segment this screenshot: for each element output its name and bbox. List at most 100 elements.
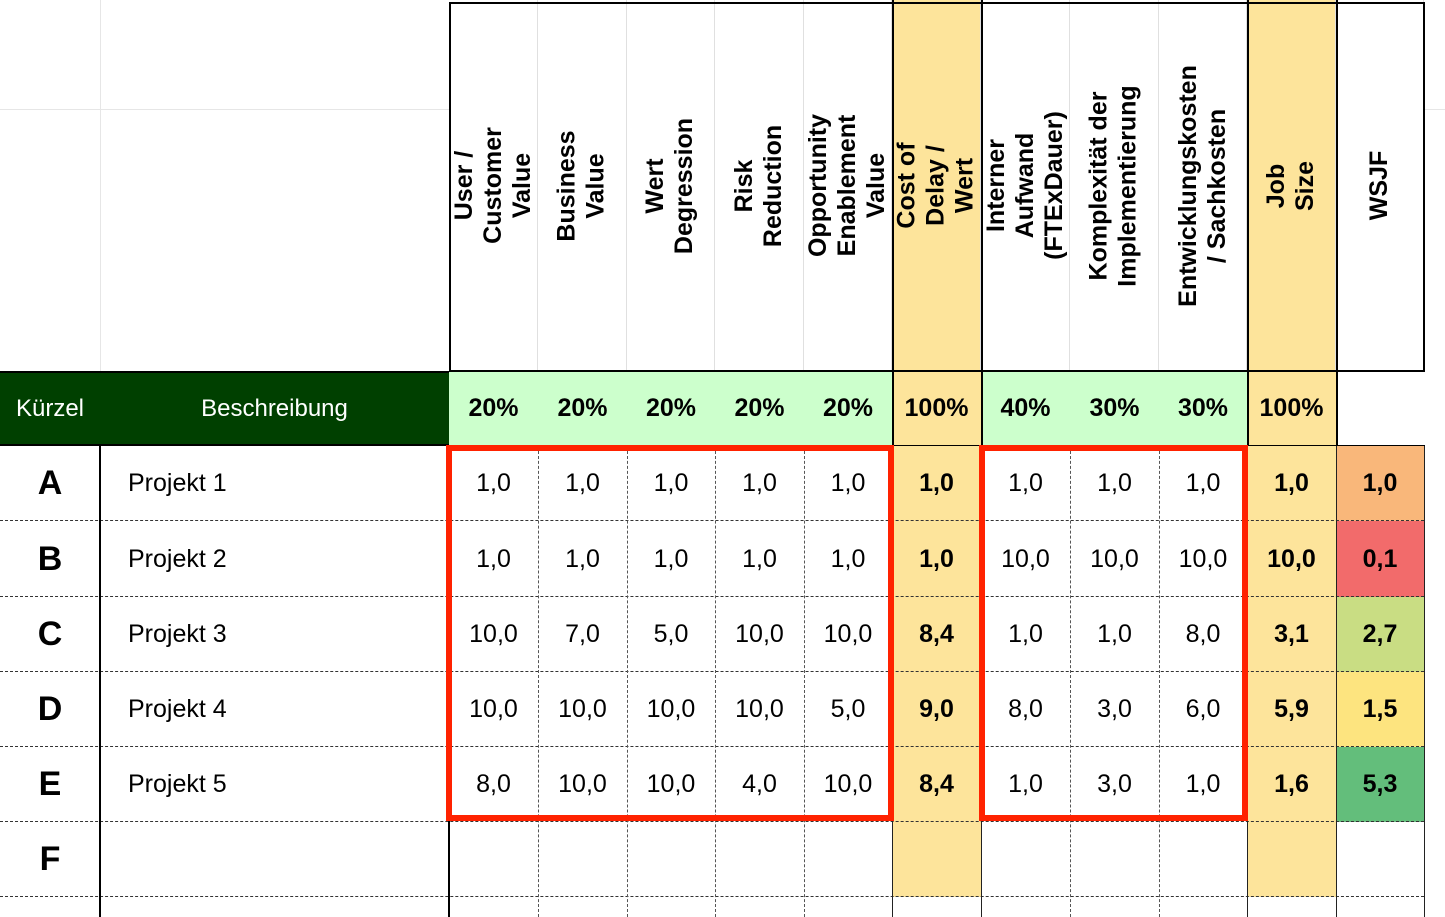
column-header[interactable]: User / Customer Value: [449, 0, 538, 371]
value-cell[interactable]: 1,6: [1247, 747, 1336, 822]
row-kuerzel[interactable]: A: [37, 464, 63, 502]
value-cell[interactable]: 1,0: [804, 521, 892, 597]
value-cell[interactable]: 8,4: [892, 597, 981, 672]
value-cell[interactable]: 4,0: [715, 747, 804, 822]
value-cell[interactable]: 1,0: [981, 446, 1070, 521]
value-cell[interactable]: 1,0: [538, 521, 627, 597]
value-cell[interactable]: 1,0: [449, 521, 538, 597]
value-cell[interactable]: 10,0: [538, 672, 627, 747]
value-cell[interactable]: 1,0: [1336, 446, 1424, 521]
value-cell[interactable]: 10,0: [715, 597, 804, 672]
value-cell[interactable]: 10,0: [804, 747, 892, 822]
weight-cell[interactable]: 20%: [804, 371, 892, 446]
value-cell[interactable]: 5,9: [1247, 672, 1336, 747]
value-cell[interactable]: 1,0: [1070, 597, 1159, 672]
column-header[interactable]: Komplexität der Implementierung: [1070, 0, 1159, 371]
row-beschreibung[interactable]: Projekt 3: [128, 620, 227, 648]
value-cell[interactable]: 1,0: [804, 446, 892, 521]
value-cell[interactable]: 1,0: [892, 446, 981, 521]
row-beschreibung[interactable]: [128, 822, 448, 897]
value-cell[interactable]: 1,0: [1159, 446, 1247, 521]
column-header[interactable]: Interner Aufwand (FTExDauer): [981, 0, 1070, 371]
value-cell[interactable]: 9,0: [892, 672, 981, 747]
value-cell[interactable]: 10,0: [1159, 521, 1247, 597]
value-cell[interactable]: 3,1: [1247, 597, 1336, 672]
value-cell[interactable]: 10,0: [804, 597, 892, 672]
value-cell[interactable]: 10,0: [715, 672, 804, 747]
row-kuerzel[interactable]: E: [38, 765, 62, 803]
value-cell[interactable]: 1,0: [715, 521, 804, 597]
value-cell[interactable]: [449, 822, 538, 897]
weight-cell[interactable]: 100%: [1247, 371, 1336, 446]
value-cell[interactable]: 10,0: [1247, 521, 1336, 597]
value-cell[interactable]: 10,0: [627, 672, 715, 747]
value-cell[interactable]: 8,0: [1159, 597, 1247, 672]
value-cell[interactable]: 7,0: [538, 597, 627, 672]
value-cell[interactable]: [981, 822, 1070, 897]
value-cell[interactable]: 10,0: [627, 747, 715, 822]
value-cell[interactable]: 3,0: [1070, 672, 1159, 747]
row-kuerzel[interactable]: F: [39, 840, 61, 878]
value-cell[interactable]: 1,0: [627, 446, 715, 521]
kuerzel-header[interactable]: Kürzel: [15, 394, 85, 422]
value-cell[interactable]: 6,0: [1159, 672, 1247, 747]
value-cell[interactable]: 2,7: [1336, 597, 1424, 672]
value-cell[interactable]: 1,0: [538, 446, 627, 521]
column-header[interactable]: Wert Degression: [627, 0, 715, 371]
column-header[interactable]: WSJF: [1336, 0, 1424, 371]
value-cell[interactable]: 1,0: [1159, 747, 1247, 822]
value-cell[interactable]: 1,5: [1336, 672, 1424, 747]
row-beschreibung[interactable]: Projekt 5: [128, 770, 227, 798]
value-cell[interactable]: [1247, 822, 1336, 897]
value-cell[interactable]: [1159, 822, 1247, 897]
value-cell[interactable]: 1,0: [715, 446, 804, 521]
value-cell[interactable]: 10,0: [981, 521, 1070, 597]
value-cell[interactable]: 1,0: [981, 747, 1070, 822]
row-kuerzel[interactable]: C: [37, 615, 63, 653]
value-cell[interactable]: 1,0: [892, 521, 981, 597]
weight-cell[interactable]: 20%: [715, 371, 804, 446]
value-cell[interactable]: [892, 822, 981, 897]
row-kuerzel[interactable]: B: [37, 539, 63, 578]
value-cell[interactable]: 1,0: [981, 597, 1070, 672]
value-cell[interactable]: 5,3: [1336, 747, 1424, 822]
row-beschreibung[interactable]: Projekt 1: [128, 469, 227, 497]
beschreibung-header[interactable]: Beschreibung: [201, 394, 348, 422]
value-cell[interactable]: 10,0: [449, 597, 538, 672]
value-cell[interactable]: 8,0: [449, 747, 538, 822]
weight-cell[interactable]: 100%: [892, 371, 981, 446]
value-cell[interactable]: 10,0: [449, 672, 538, 747]
value-cell[interactable]: 8,4: [892, 747, 981, 822]
value-cell[interactable]: 5,0: [804, 672, 892, 747]
column-header[interactable]: Opportunity Enablement Value: [804, 0, 892, 371]
weight-cell[interactable]: 30%: [1159, 371, 1247, 446]
value-cell[interactable]: 1,0: [449, 446, 538, 521]
row-beschreibung[interactable]: Projekt 4: [128, 695, 227, 723]
value-cell[interactable]: [1070, 822, 1159, 897]
column-header[interactable]: Job Size: [1247, 0, 1336, 371]
value-cell[interactable]: 10,0: [538, 747, 627, 822]
value-cell[interactable]: 0,1: [1336, 521, 1424, 597]
value-cell[interactable]: [804, 822, 892, 897]
column-header[interactable]: Business Value: [538, 0, 627, 371]
weight-cell[interactable]: 40%: [981, 371, 1070, 446]
row-beschreibung[interactable]: Projekt 2: [128, 544, 227, 573]
value-cell[interactable]: 10,0: [1070, 521, 1159, 597]
weight-cell[interactable]: 20%: [627, 371, 715, 446]
value-cell[interactable]: [1336, 822, 1424, 897]
column-header[interactable]: Cost of Delay / Wert: [892, 0, 981, 371]
value-cell[interactable]: 8,0: [981, 672, 1070, 747]
value-cell[interactable]: [715, 822, 804, 897]
weight-cell[interactable]: [1336, 371, 1424, 446]
value-cell[interactable]: [627, 822, 715, 897]
value-cell[interactable]: 5,0: [627, 597, 715, 672]
weight-cell[interactable]: 20%: [449, 371, 538, 446]
value-cell[interactable]: 1,0: [1070, 446, 1159, 521]
value-cell[interactable]: 1,0: [627, 521, 715, 597]
value-cell[interactable]: 3,0: [1070, 747, 1159, 822]
column-header[interactable]: Risk Reduction: [715, 0, 804, 371]
column-header[interactable]: Entwicklungskosten / Sachkosten: [1159, 0, 1247, 371]
value-cell[interactable]: [538, 822, 627, 897]
row-kuerzel[interactable]: D: [37, 690, 63, 728]
value-cell[interactable]: 1,0: [1247, 446, 1336, 521]
